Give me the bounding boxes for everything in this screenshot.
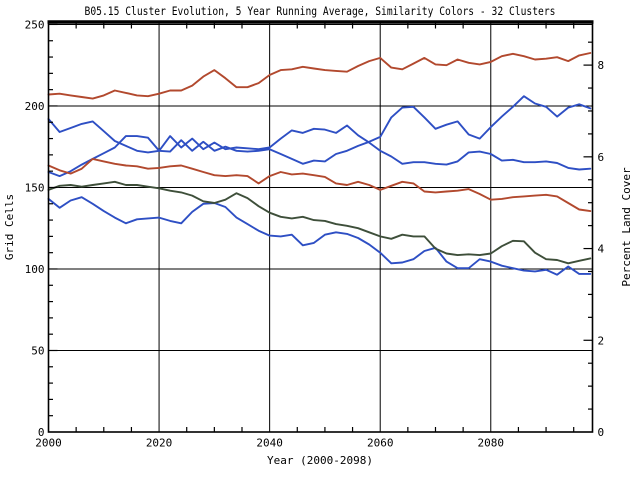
tick-label: 2080 (478, 437, 505, 450)
data-series (47, 52, 592, 276)
series-green-cluster (47, 180, 592, 265)
series-blue-middle-cluster (47, 95, 592, 178)
y-axis-right-title: Percent Land Cover (620, 167, 633, 287)
tick-label: 0 (38, 426, 45, 439)
chart-title: B05.15 Cluster Evolution, 5 Year Running… (85, 4, 556, 18)
series-blue-lower-cluster (47, 196, 592, 276)
tick-label: 2000 (35, 437, 62, 450)
tick-label: 2040 (256, 437, 283, 450)
tick-label: 0 (598, 426, 605, 439)
tick-label: 50 (31, 344, 44, 357)
y-axis-left-title: Grid Cells (3, 194, 16, 260)
plot-border (47, 21, 594, 433)
tick-label: 6 (598, 151, 605, 164)
series-red-middle-cluster (47, 157, 592, 213)
tick-label: 2020 (146, 437, 173, 450)
x-axis-title: Year (2000-2098) (267, 454, 373, 467)
series-blue-upper-cluster (47, 118, 592, 171)
tick-labels: 2000 2020 2040 2060 2080 0 50 100 150 200 250 0 2 4 6 8 (25, 18, 605, 449)
axes (47, 20, 594, 433)
tick-label: 2 (598, 334, 605, 347)
tick-label: 250 (25, 18, 45, 31)
tick-label: 100 (25, 263, 45, 276)
gridlines (48, 22, 593, 432)
tick-label: 200 (25, 100, 45, 113)
tick-label: 8 (598, 59, 605, 72)
tick-label: 150 (25, 181, 45, 194)
tick-label: 2060 (367, 437, 394, 450)
tick-label: 4 (598, 243, 605, 256)
series-red-upper-cluster (47, 52, 592, 100)
